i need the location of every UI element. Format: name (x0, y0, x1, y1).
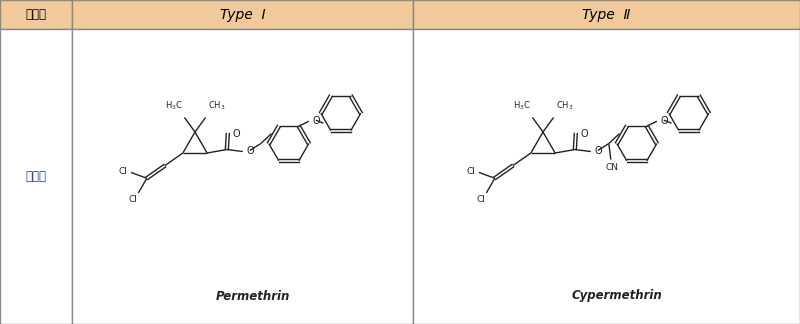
Text: Cypermethrin: Cypermethrin (571, 290, 662, 303)
Text: Cl: Cl (129, 195, 138, 204)
Bar (72, 29, 413, 324)
Text: CN: CN (606, 163, 618, 171)
Text: 물질명: 물질명 (26, 8, 46, 21)
Bar (0, 29, 72, 324)
Text: Cl: Cl (467, 167, 476, 176)
Bar (413, 0, 800, 29)
Text: O: O (595, 145, 602, 156)
Text: Cl: Cl (119, 167, 128, 176)
Text: $\mathregular{H_3C}$: $\mathregular{H_3C}$ (165, 100, 182, 112)
Text: O: O (581, 129, 589, 139)
Text: O: O (313, 116, 321, 126)
Text: O: O (233, 129, 241, 139)
Text: Cl: Cl (477, 195, 486, 204)
Bar (0, 0, 72, 29)
Bar (72, 0, 413, 29)
Text: $\mathregular{CH_3}$: $\mathregular{CH_3}$ (207, 100, 225, 112)
Text: O: O (661, 116, 669, 126)
Bar (413, 29, 800, 324)
Text: O: O (247, 145, 254, 156)
Text: Permethrin: Permethrin (215, 290, 290, 303)
Text: $\mathregular{H_3C}$: $\mathregular{H_3C}$ (513, 100, 530, 112)
Text: Type  Ⅱ: Type Ⅱ (582, 7, 630, 21)
Text: 구조식: 구조식 (26, 170, 46, 183)
Text: Type  Ⅰ: Type Ⅰ (220, 7, 266, 21)
Text: $\mathregular{CH_3}$: $\mathregular{CH_3}$ (555, 100, 573, 112)
